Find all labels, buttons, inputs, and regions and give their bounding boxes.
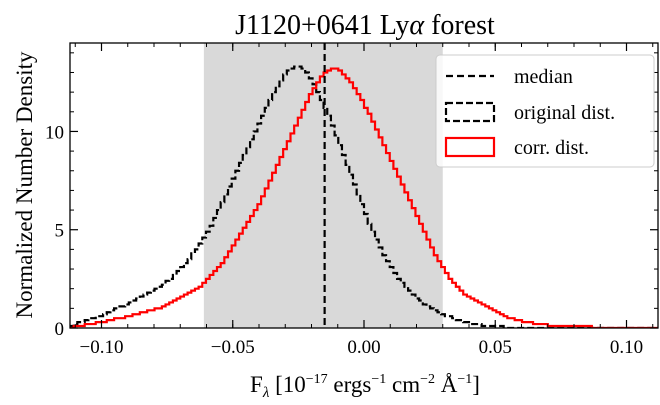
y-tick-label: 0 [55,319,65,340]
shaded-region [203,43,443,328]
series-original-dist [70,65,658,328]
y-axis-label: Normalized Number Density [12,51,37,318]
x-tick-label: 0.10 [610,337,643,358]
x-tick-label: −0.10 [80,337,124,358]
legend-label: corr. dist. [514,137,589,159]
legend-label: original dist. [514,102,615,124]
x-axis-label: Fλ [10−17 ergs−1 cm−2 Å−1] [250,372,480,401]
x-tick-label: 0.05 [479,337,512,358]
series-corr-dist [70,67,658,328]
x-tick-label: −0.05 [211,337,255,358]
plot-area: −0.10 −0.05 0.00 0.05 0.10 0 5 10 median original… [45,42,659,358]
chart-title: J1120+0641 Lyα forest [235,10,495,41]
legend-label: median [514,66,573,88]
y-tick-label: 10 [45,122,64,143]
legend-corr-swatch [444,136,496,158]
x-tick-label: 0.00 [347,337,380,358]
y-tick-label: 5 [55,221,65,242]
legend-original-swatch [444,101,496,123]
